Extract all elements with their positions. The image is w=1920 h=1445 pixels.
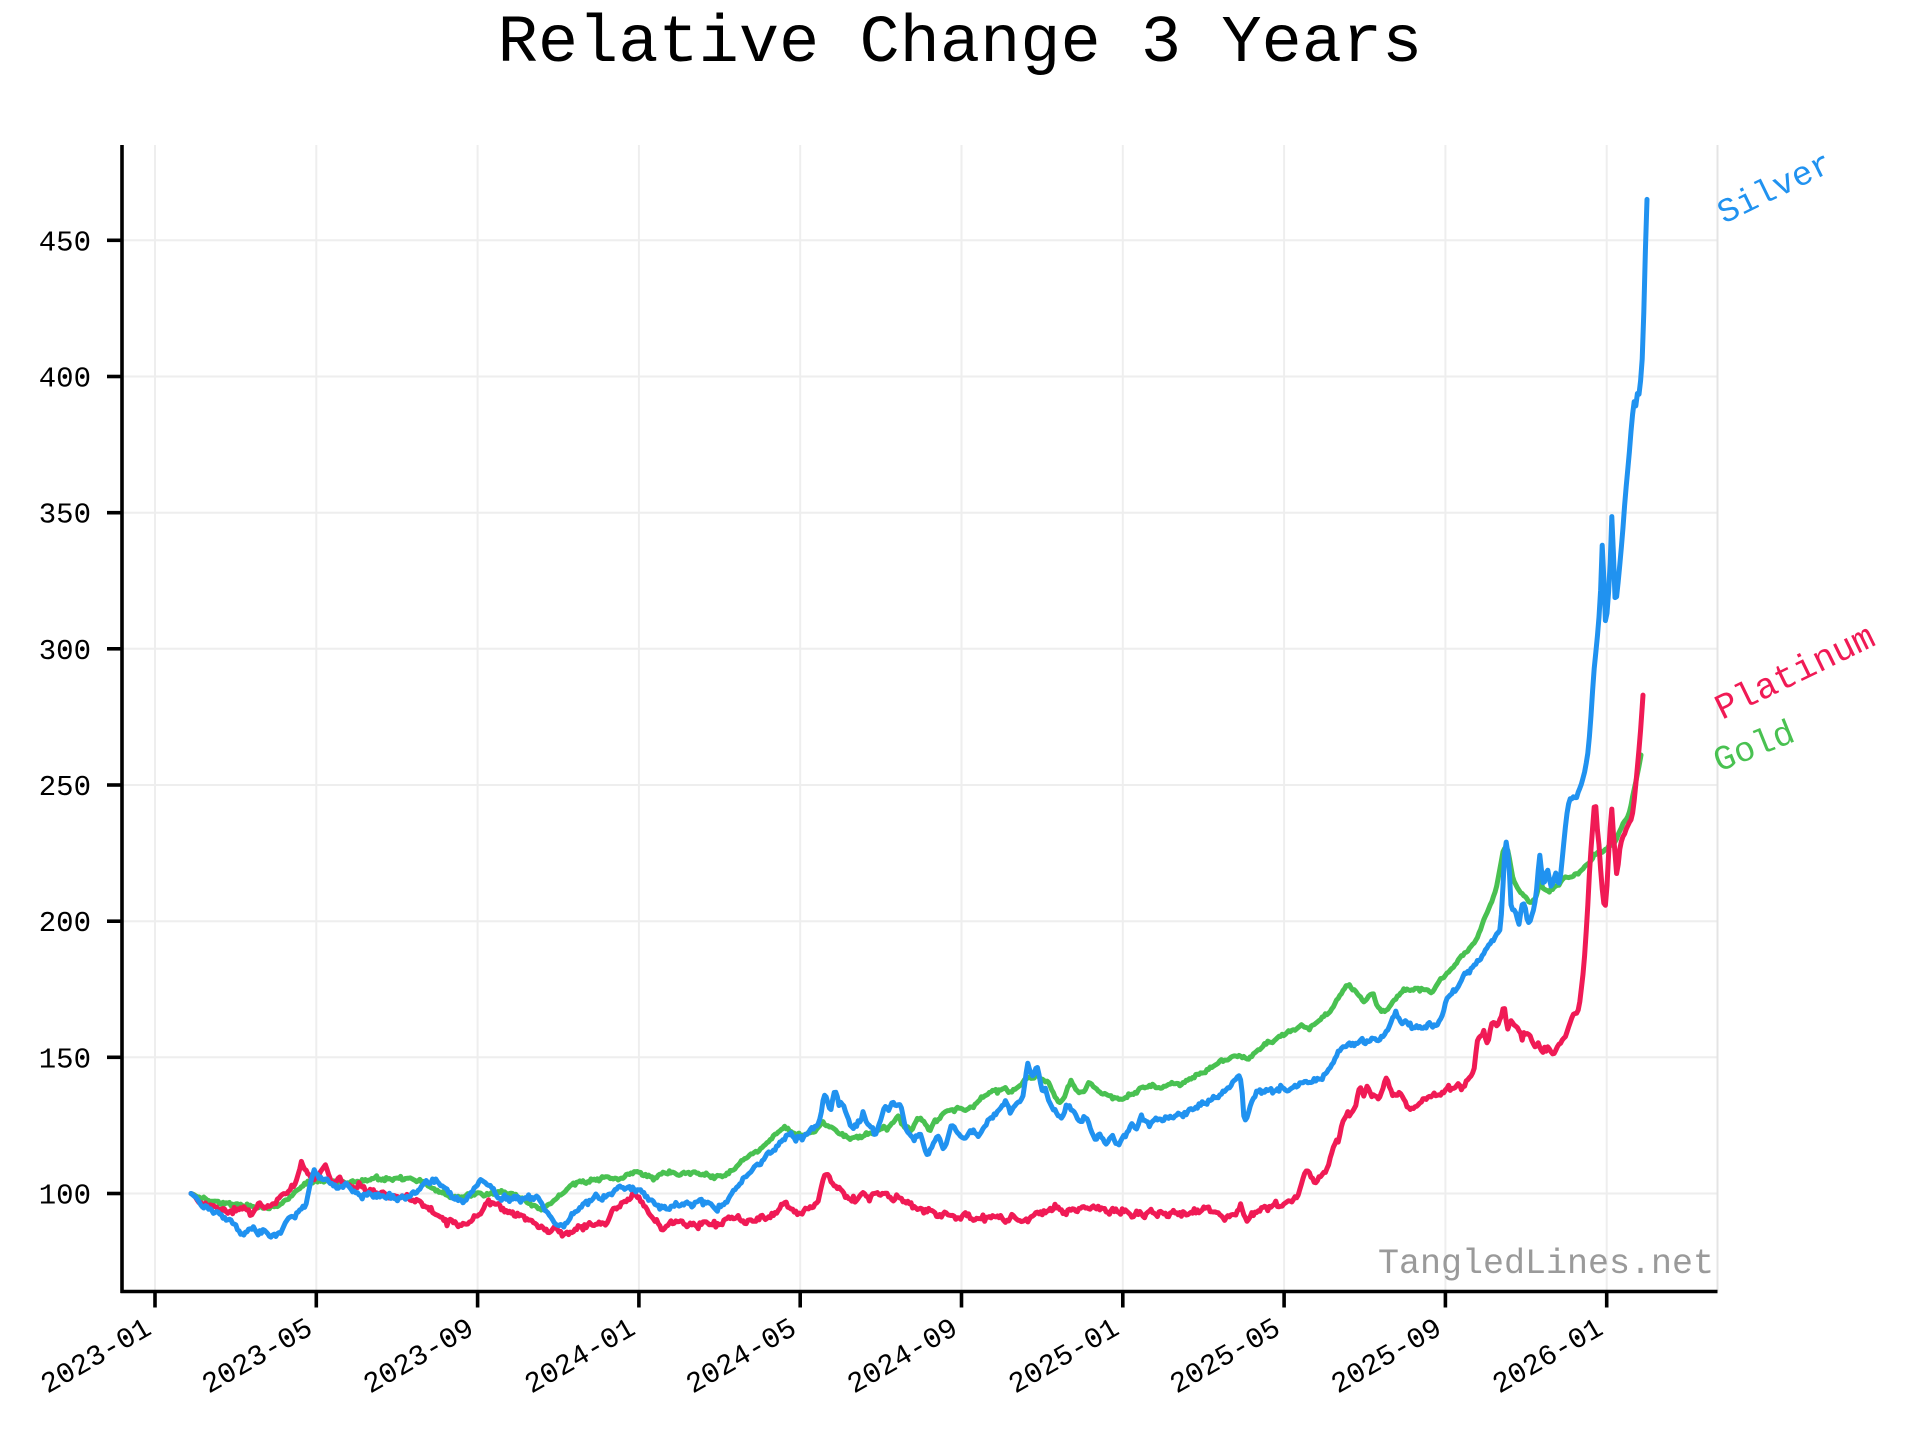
svg-text:300: 300 [39, 635, 91, 668]
svg-text:350: 350 [39, 499, 91, 532]
svg-text:100: 100 [39, 1180, 91, 1213]
svg-text:200: 200 [39, 907, 91, 940]
svg-text:250: 250 [39, 771, 91, 804]
svg-text:400: 400 [39, 363, 91, 396]
svg-text:150: 150 [39, 1043, 91, 1076]
svg-text:TangledLines.net: TangledLines.net [1378, 1244, 1714, 1284]
svg-text:450: 450 [39, 226, 91, 259]
svg-text:Relative Change 3 Years: Relative Change 3 Years [498, 6, 1423, 82]
